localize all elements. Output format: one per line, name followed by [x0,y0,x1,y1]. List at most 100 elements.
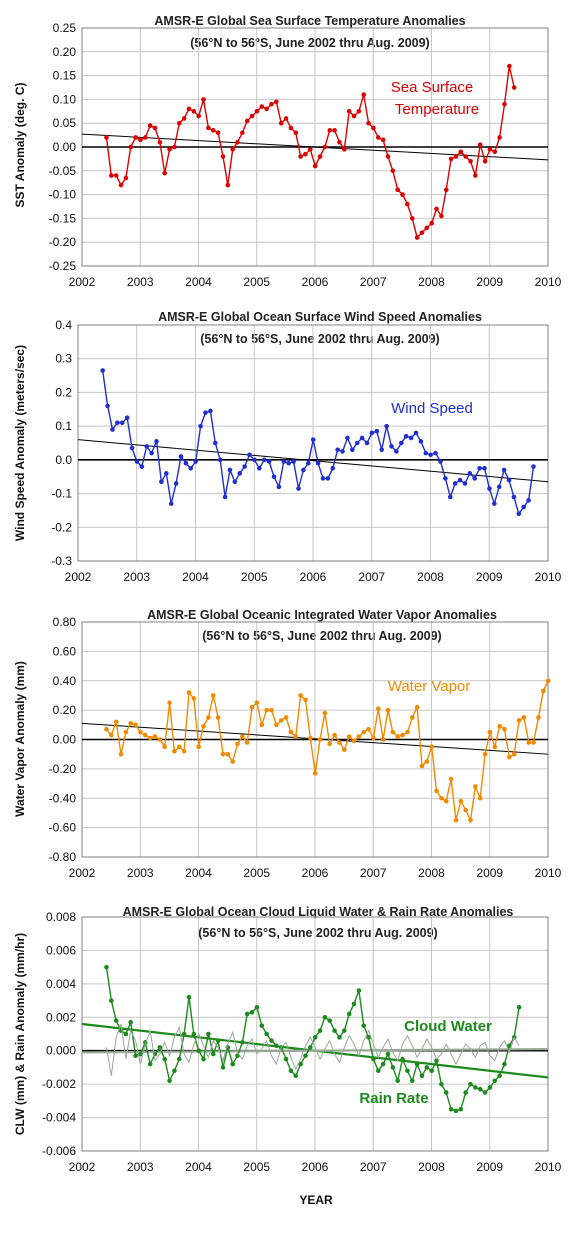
data-point [261,457,267,463]
data-point [159,479,164,485]
data-point [176,744,182,750]
data-point [496,484,502,490]
data-point [414,1061,420,1067]
data-point [332,1028,337,1033]
data-point [210,128,216,133]
x-tick-label: 2005 [243,866,270,880]
data-point [191,696,197,701]
data-point [434,1058,439,1064]
data-point [380,1061,386,1067]
data-point [271,474,277,480]
x-tick-label: 2003 [127,275,154,289]
data-point [269,1038,274,1043]
data-point [438,459,443,464]
data-point [516,511,522,517]
data-point [327,128,333,133]
data-point [220,154,226,159]
data-point [220,751,226,757]
data-point [237,471,243,476]
data-point [526,498,531,503]
data-point [305,460,311,466]
data-point [138,137,143,143]
data-point [173,481,179,486]
data-point [235,741,240,747]
data-point [308,147,313,152]
data-point [115,420,120,426]
data-point [501,467,507,473]
chart-title: AMSR-E Global Ocean Cloud Liquid Water &… [123,905,514,919]
data-point [322,144,328,150]
data-point [144,444,150,449]
data-point [433,450,438,456]
data-point [345,435,350,441]
data-point [288,1068,294,1074]
data-point [327,741,333,747]
data-point [193,459,198,464]
data-point [283,116,289,121]
series-line [106,1023,520,1076]
data-point [443,798,449,804]
data-point [123,1031,129,1037]
data-point [366,1035,371,1040]
data-point [497,1073,502,1079]
data-point [477,795,483,801]
data-point [434,206,439,212]
data-point [507,754,512,760]
data-point [482,751,488,757]
data-point [291,459,296,464]
x-tick-label: 2008 [417,570,444,584]
x-tick-label: 2003 [123,570,150,584]
data-point [215,130,221,136]
plot-frame [77,324,549,562]
y-tick-label: -0.20 [49,762,77,776]
x-tick-label: 2007 [360,275,387,289]
data-point [521,715,527,720]
data-point [385,707,391,713]
data-point [283,715,289,720]
data-point [340,449,345,454]
y-tick-label: 0.002 [46,1010,76,1024]
data-point [371,125,376,131]
data-point [369,430,375,436]
data-point [322,1014,328,1020]
data-point [487,729,493,735]
data-point [298,154,303,159]
data-point [147,1061,153,1067]
series-label: Temperature [395,101,479,118]
data-point [293,1073,299,1079]
y-tick-label: -0.20 [49,235,77,249]
data-point [303,697,308,703]
data-point [172,144,177,150]
x-tick-label: 2007 [360,1160,387,1174]
data-point [439,1081,444,1087]
data-point [409,1078,415,1084]
x-tick-label: 2005 [241,570,268,584]
data-point [110,427,115,432]
data-point [152,125,158,131]
data-point [225,182,231,188]
data-point [502,101,507,107]
data-point [118,182,124,188]
y-tick-label: 0.15 [53,69,77,83]
x-tick-label: 2004 [185,275,212,289]
data-point [206,715,211,720]
data-point [384,423,389,429]
data-point [342,747,347,753]
data-point [176,1056,182,1062]
data-point [252,457,257,463]
data-point [492,1078,498,1084]
chart-title: AMSR-E Global Sea Surface Temperature An… [154,14,465,28]
data-point [128,144,134,150]
data-point [244,740,250,745]
data-point [278,120,284,126]
data-point [225,751,231,757]
data-point [507,63,512,69]
series-label: Sea Surface [391,79,474,96]
data-point [123,175,129,181]
data-point [164,471,169,476]
data-point [457,477,463,483]
y-tick-label: 0.40 [53,674,77,688]
x-tick-label: 2006 [302,866,329,880]
data-point [463,807,468,813]
data-point [264,707,269,713]
